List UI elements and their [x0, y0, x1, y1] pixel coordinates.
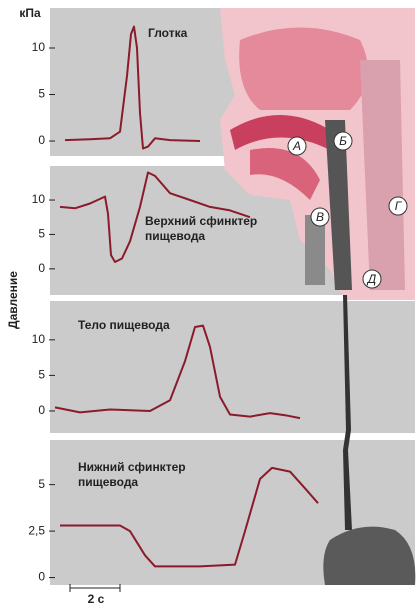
- anatomy-label: А: [292, 139, 301, 153]
- y-axis-label: Давление: [6, 271, 20, 329]
- unit-label: кПа: [19, 6, 41, 20]
- panel-title: Глотка: [148, 26, 188, 40]
- trachea: [305, 215, 325, 285]
- y-tick-label: 5: [38, 87, 45, 101]
- y-tick-label: 2,5: [28, 523, 45, 537]
- stomach: [323, 526, 416, 585]
- y-tick-label: 0: [38, 570, 45, 584]
- label-circle: [310, 207, 330, 227]
- y-tick-label: 5: [38, 368, 45, 382]
- pressure-line: [54, 324, 301, 420]
- panel-title: Верхний сфинктер: [145, 214, 257, 228]
- pressure-line: [64, 25, 201, 150]
- anatomy-label: Д: [366, 272, 377, 286]
- y-tick-label: 5: [38, 227, 45, 241]
- spine: [360, 60, 405, 290]
- y-tick-label: 10: [32, 332, 46, 346]
- pharynx: [325, 120, 352, 290]
- tongue: [230, 115, 330, 150]
- anatomy: А Б В Г Д: [220, 8, 416, 585]
- y-tick-label: 0: [38, 403, 45, 417]
- anatomy-label: В: [316, 210, 324, 224]
- panel-title: Тело пищевода: [78, 318, 170, 332]
- panel-bg: [50, 301, 415, 433]
- anatomy-label: Г: [395, 199, 403, 213]
- panel-title: пищевода: [145, 229, 205, 243]
- panel-title: Нижний сфинктер: [78, 460, 186, 474]
- anatomy-label: Б: [339, 134, 347, 148]
- label-circle: [333, 131, 353, 151]
- label-circle: [362, 269, 382, 289]
- y-tick-label: 10: [32, 192, 46, 206]
- label-circle: [287, 136, 307, 156]
- nasal-area: [239, 27, 368, 110]
- y-tick-label: 0: [38, 261, 45, 275]
- esophagus: [343, 295, 352, 530]
- y-tick-label: 5: [38, 477, 45, 491]
- pressure-line: [59, 171, 251, 263]
- pressure-line: [60, 466, 319, 568]
- scale-bar-label: 2 с: [88, 592, 105, 606]
- tongue-body: [250, 148, 320, 200]
- y-tick-label: 10: [32, 40, 46, 54]
- label-circle: [388, 196, 408, 216]
- panel-title: пищевода: [78, 475, 138, 489]
- y-tick-label: 0: [38, 133, 45, 147]
